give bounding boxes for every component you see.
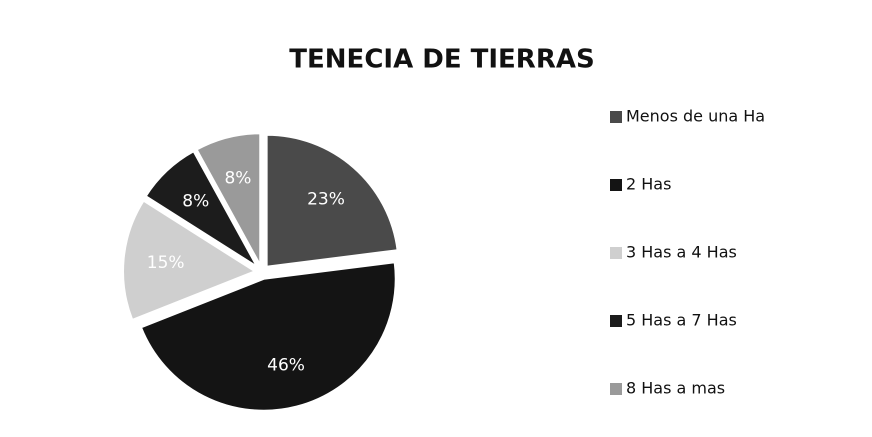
legend-swatch [610,111,622,123]
legend-label: 3 Has a 4 Has [626,243,737,262]
legend-swatch [610,179,622,191]
legend-label: Menos de una Ha [626,107,765,126]
data-label: 8% [224,168,251,188]
data-label: 23% [307,189,345,209]
pie-slice [122,199,258,322]
legend-label: 8 Has a mas [626,379,725,398]
data-label: 8% [182,191,209,211]
legend-label: 5 Has a 7 Has [626,311,737,330]
legend-swatch [610,247,622,259]
pie-slice [265,133,399,268]
legend-label: 2 Has [626,175,671,194]
pie-slice [195,132,262,266]
legend-swatch [610,383,622,395]
legend-swatch [610,315,622,327]
chart-title: TENECIA DE TIERRAS [289,45,594,75]
pie-slice [139,261,397,412]
pie-slice [144,149,259,268]
data-label: 46% [267,356,305,376]
data-label: 15% [147,253,185,273]
